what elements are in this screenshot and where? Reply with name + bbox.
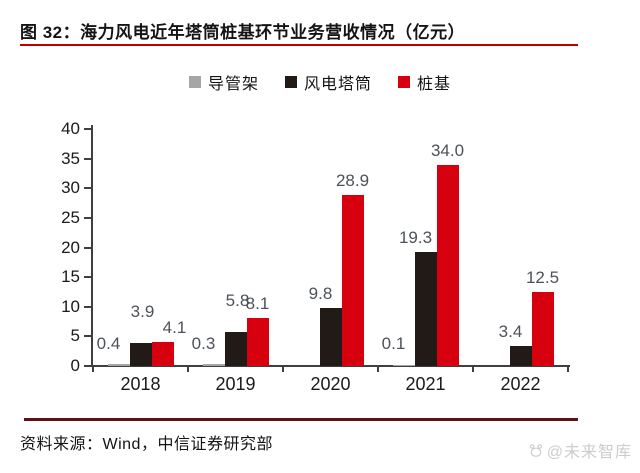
bar-桩基-2018 (151, 341, 174, 366)
value-label-风电塔筒-2022: 3.4 (498, 321, 523, 341)
chart-legend: 导管架 风电塔筒 桩基 (0, 70, 640, 94)
x-category-label: 2020 (310, 374, 351, 394)
bar-导管架-2021 (392, 365, 415, 366)
bar-风电塔筒-2019 (224, 331, 247, 366)
y-tick-mark (84, 187, 91, 190)
title-underline (20, 44, 578, 46)
x-tick-mark (377, 366, 379, 372)
value-label-桩基-2019: 8.1 (245, 294, 270, 313)
x-category-label: 2021 (405, 374, 446, 394)
y-axis (91, 125, 93, 367)
legend-item-0: 导管架 (188, 70, 259, 94)
watermark-text: @未来智库 (546, 444, 632, 461)
y-tick-mark (84, 365, 91, 367)
watermark: @未来智库 (528, 438, 632, 462)
y-tick-mark (84, 246, 91, 249)
value-label-桩基-2018: 4.1 (162, 317, 187, 337)
x-axis (86, 365, 570, 367)
legend-label: 风电塔筒 (303, 76, 372, 93)
y-tick-label: 5 (70, 326, 80, 346)
legend-label: 桩基 (417, 76, 452, 93)
legend-label: 导管架 (207, 76, 259, 93)
y-tick-label: 0 (70, 356, 80, 375)
value-label-风电塔筒-2020: 9.8 (308, 283, 333, 303)
value-label-桩基-2022: 12.5 (525, 267, 560, 287)
bar-桩基-2019 (246, 318, 269, 366)
x-tick-mark (282, 366, 284, 372)
value-label-导管架-2019: 0.3 (191, 334, 216, 353)
bar-桩基-2022 (531, 291, 554, 366)
x-tick-mark (187, 366, 189, 372)
bar-桩基-2021 (436, 164, 459, 366)
y-tick-label: 20 (61, 237, 80, 257)
bar-风电塔筒-2020 (319, 307, 342, 366)
legend-item-1: 风电塔筒 (284, 70, 372, 94)
x-tick-mark (567, 366, 569, 372)
paw-icon (529, 444, 542, 457)
bar-桩基-2020 (341, 194, 364, 366)
legend-item-2: 桩基 (398, 70, 451, 94)
y-tick-mark (84, 216, 91, 219)
x-tick-mark (92, 366, 94, 372)
y-tick-mark (84, 128, 91, 130)
figure-title: 图 32：海力风电近年塔筒桩基环节业务营收情况（亿元） (20, 23, 466, 42)
value-label-桩基-2021: 34.0 (430, 140, 465, 160)
bar-风电塔筒-2021 (414, 251, 437, 366)
x-category-label: 2018 (120, 374, 161, 394)
bar-导管架-2018 (107, 363, 130, 366)
y-tick-label: 35 (61, 148, 80, 168)
bar-风电塔筒-2018 (129, 342, 152, 366)
y-tick-mark (84, 157, 91, 160)
legend-swatch (398, 76, 410, 88)
y-tick-label: 10 (61, 296, 80, 316)
x-category-label: 2019 (215, 374, 256, 394)
value-label-导管架-2018: 0.4 (96, 334, 121, 353)
legend-swatch (284, 76, 297, 88)
y-tick-mark (84, 335, 91, 338)
y-tick-mark (84, 305, 91, 308)
value-label-风电塔筒-2021: 19.3 (398, 227, 433, 247)
x-tick-mark (472, 366, 474, 372)
value-label-导管架-2021: 0.1 (381, 334, 406, 353)
value-label-桩基-2020: 28.9 (335, 170, 370, 190)
value-label-风电塔筒-2018: 3.9 (130, 301, 155, 321)
y-tick-label: 15 (61, 267, 80, 287)
value-label-风电塔筒-2019: 5.8 (225, 290, 250, 310)
bar-导管架-2019 (202, 364, 225, 366)
footer-divider (24, 418, 578, 421)
source-note: 资料来源：Wind，中信证券研究部 (20, 436, 273, 453)
legend-swatch (188, 76, 201, 88)
x-category-label: 2022 (500, 374, 541, 394)
y-tick-label: 25 (61, 207, 80, 227)
bar-风电塔筒-2022 (509, 345, 532, 366)
y-tick-mark (84, 276, 91, 279)
y-tick-label: 40 (61, 119, 80, 138)
y-tick-label: 30 (61, 178, 80, 198)
